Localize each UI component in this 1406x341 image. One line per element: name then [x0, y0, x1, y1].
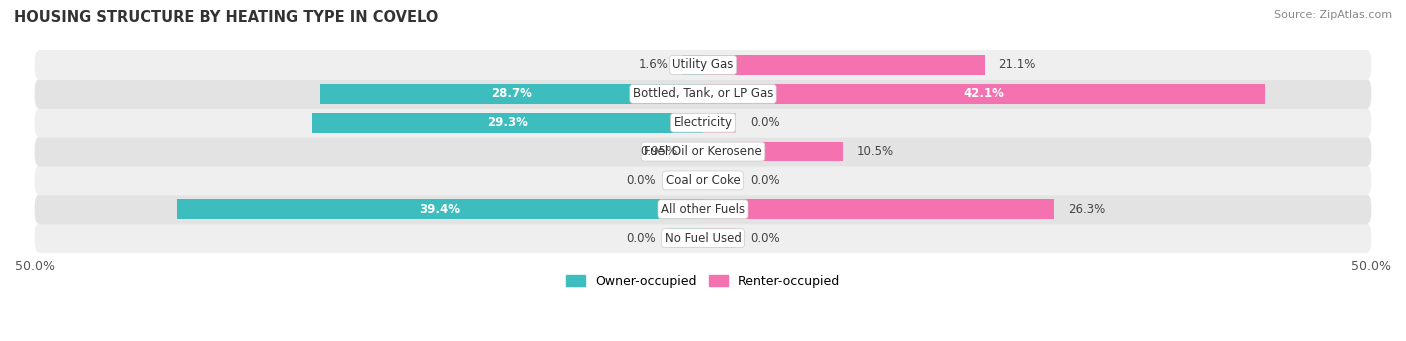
Bar	[690, 142, 703, 161]
Bar	[703, 113, 737, 133]
Bar	[177, 199, 703, 219]
Text: 1.6%: 1.6%	[638, 58, 668, 72]
Text: 29.3%: 29.3%	[486, 116, 527, 129]
Text: 39.4%: 39.4%	[419, 203, 460, 216]
Bar	[703, 55, 984, 75]
Text: 21.1%: 21.1%	[998, 58, 1036, 72]
Text: 26.3%: 26.3%	[1067, 203, 1105, 216]
Bar	[703, 228, 737, 248]
Bar	[669, 170, 703, 190]
Text: Electricity: Electricity	[673, 116, 733, 129]
Text: 42.1%: 42.1%	[963, 87, 1005, 100]
Text: 0.0%: 0.0%	[749, 116, 779, 129]
Bar	[669, 228, 703, 248]
FancyBboxPatch shape	[35, 79, 1371, 109]
Bar	[703, 170, 737, 190]
Text: Fuel Oil or Kerosene: Fuel Oil or Kerosene	[644, 145, 762, 158]
FancyBboxPatch shape	[35, 136, 1371, 166]
Text: 0.0%: 0.0%	[749, 232, 779, 244]
Text: 10.5%: 10.5%	[856, 145, 894, 158]
Bar	[703, 142, 844, 161]
Text: 0.0%: 0.0%	[749, 174, 779, 187]
Text: 28.7%: 28.7%	[491, 87, 531, 100]
Text: All other Fuels: All other Fuels	[661, 203, 745, 216]
Text: 0.95%: 0.95%	[640, 145, 676, 158]
Text: Coal or Coke: Coal or Coke	[665, 174, 741, 187]
FancyBboxPatch shape	[35, 108, 1371, 138]
Text: Bottled, Tank, or LP Gas: Bottled, Tank, or LP Gas	[633, 87, 773, 100]
Text: HOUSING STRUCTURE BY HEATING TYPE IN COVELO: HOUSING STRUCTURE BY HEATING TYPE IN COV…	[14, 10, 439, 25]
FancyBboxPatch shape	[35, 165, 1371, 195]
FancyBboxPatch shape	[35, 50, 1371, 80]
Text: Source: ZipAtlas.com: Source: ZipAtlas.com	[1274, 10, 1392, 20]
FancyBboxPatch shape	[35, 194, 1371, 224]
Legend: Owner-occupied, Renter-occupied: Owner-occupied, Renter-occupied	[561, 270, 845, 293]
Bar	[312, 113, 703, 133]
Bar	[319, 84, 703, 104]
Text: Utility Gas: Utility Gas	[672, 58, 734, 72]
Bar	[703, 84, 1265, 104]
Text: 0.0%: 0.0%	[627, 174, 657, 187]
Text: No Fuel Used: No Fuel Used	[665, 232, 741, 244]
FancyBboxPatch shape	[35, 223, 1371, 253]
Bar	[703, 199, 1054, 219]
Bar	[682, 55, 703, 75]
Text: 0.0%: 0.0%	[627, 232, 657, 244]
